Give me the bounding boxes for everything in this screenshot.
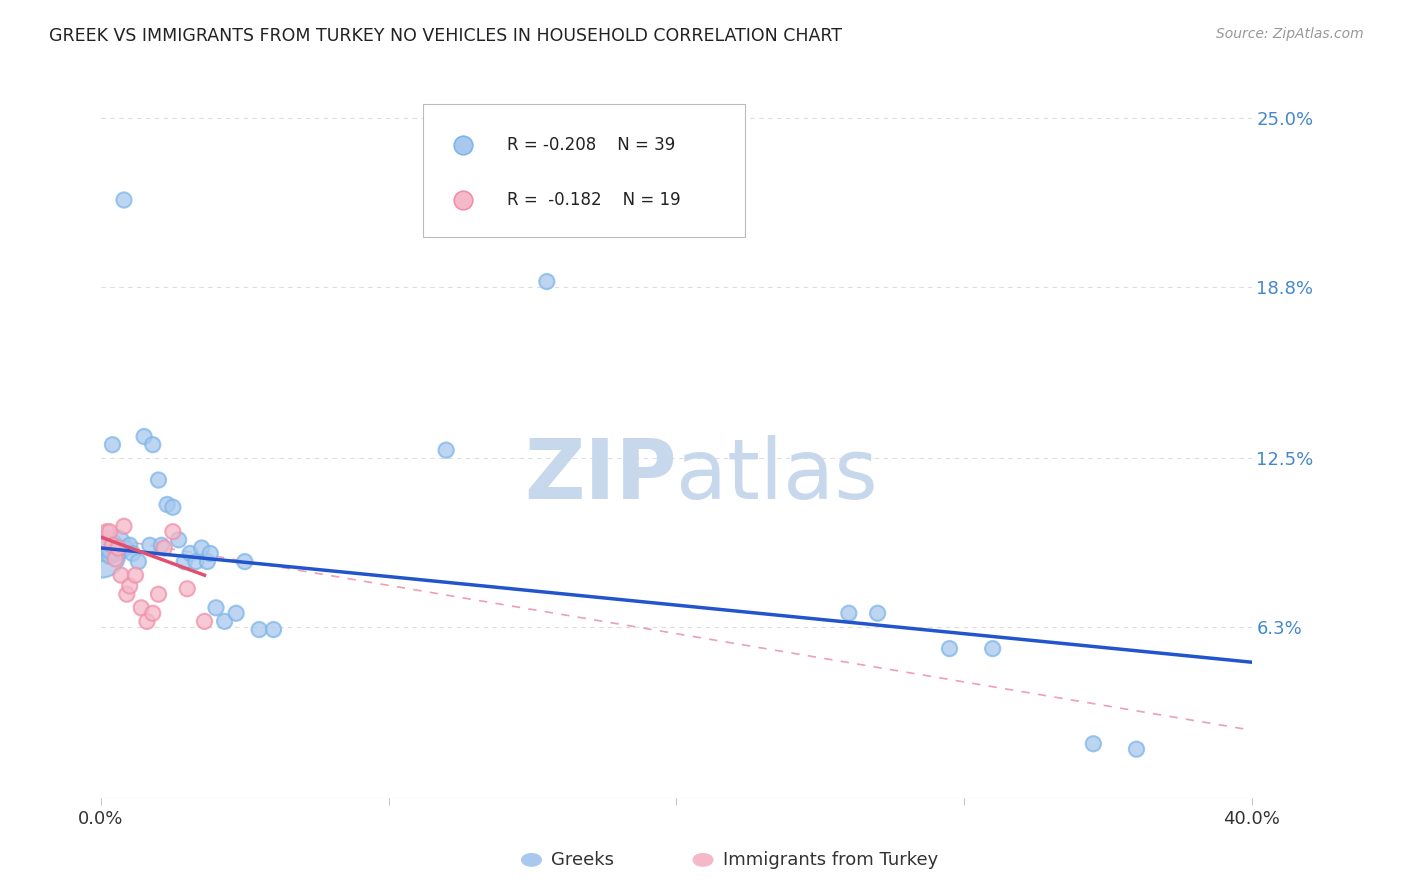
Point (938, 641, 960, 656)
Text: GREEK VS IMMIGRANTS FROM TURKEY NO VEHICLES IN HOUSEHOLD CORRELATION CHART: GREEK VS IMMIGRANTS FROM TURKEY NO VEHIC… (49, 27, 842, 45)
Point (93, 546, 115, 560)
Point (115, 541, 138, 555)
Point (101, 438, 124, 452)
Point (536, 275, 558, 289)
Point (153, 541, 176, 555)
Point (453, 193, 475, 207)
Point (107, 541, 129, 555)
Point (156, 498, 179, 512)
Point (132, 429, 155, 443)
Point (453, 137, 475, 152)
Point (104, 538, 127, 552)
Point (162, 500, 184, 515)
Point (93, 533, 115, 547)
Point (148, 473, 170, 487)
Point (110, 543, 132, 558)
Point (247, 623, 270, 637)
Point (127, 555, 149, 569)
Text: Immigrants from Turkey: Immigrants from Turkey (723, 851, 938, 869)
Point (110, 568, 132, 582)
Point (150, 538, 173, 552)
Point (118, 538, 141, 552)
Point (142, 607, 165, 621)
Point (225, 607, 247, 621)
Point (184, 555, 207, 569)
Point (1125, 742, 1147, 756)
Point (1083, 737, 1105, 751)
Point (136, 615, 159, 629)
Point (112, 519, 135, 533)
Point (101, 538, 124, 552)
Point (129, 600, 152, 615)
Text: R =  -0.182    N = 19: R = -0.182 N = 19 (508, 191, 681, 209)
Point (434, 443, 457, 458)
Point (190, 541, 212, 555)
Point (98, 549, 121, 563)
Point (121, 546, 143, 560)
Point (118, 579, 141, 593)
Point (167, 533, 190, 547)
Point (214, 615, 236, 629)
Text: Source: ZipAtlas.com: Source: ZipAtlas.com (1216, 27, 1364, 41)
Point (148, 587, 170, 601)
Point (197, 555, 219, 569)
Point (124, 568, 146, 582)
Point (90, 546, 112, 560)
Text: R = -0.208    N = 39: R = -0.208 N = 39 (508, 136, 675, 153)
Point (866, 607, 889, 621)
Text: Greeks: Greeks (551, 851, 614, 869)
Point (162, 524, 184, 539)
Point (104, 552, 127, 566)
Point (96, 524, 118, 539)
Point (838, 607, 860, 621)
Point (200, 546, 222, 560)
Point (142, 438, 165, 452)
Point (139, 538, 162, 552)
Point (233, 555, 256, 569)
Text: atlas: atlas (676, 434, 877, 516)
FancyBboxPatch shape (423, 104, 745, 236)
Point (98, 524, 121, 539)
Point (115, 587, 138, 601)
Point (176, 582, 198, 596)
Point (112, 193, 135, 207)
Point (263, 623, 285, 637)
Point (981, 641, 1004, 656)
Point (179, 546, 201, 560)
Text: ZIP: ZIP (524, 434, 676, 516)
Point (173, 555, 195, 569)
Point (193, 615, 215, 629)
Point (205, 600, 228, 615)
Point (96, 541, 118, 555)
